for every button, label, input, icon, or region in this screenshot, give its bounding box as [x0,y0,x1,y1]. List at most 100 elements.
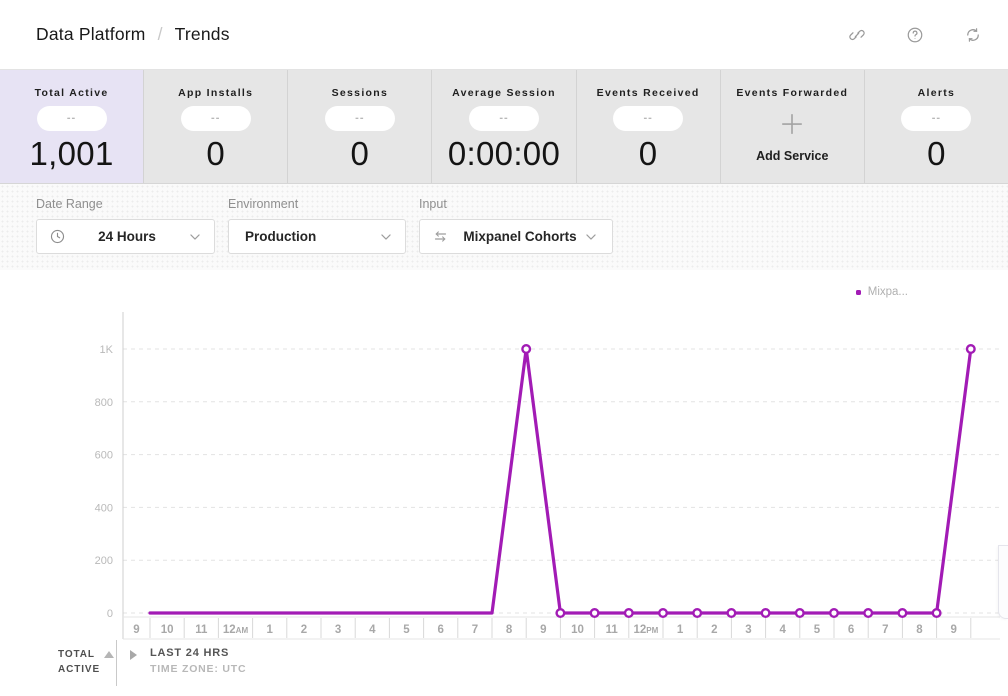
refresh-icon[interactable] [964,26,982,44]
metric-cards-row: Total Active -- 1,001 App Installs -- 0 … [0,69,1008,184]
svg-text:6: 6 [848,624,854,636]
clock-icon [49,228,66,245]
metric-delta-pill: -- [613,105,684,131]
topbar-actions [848,26,982,44]
link-icon[interactable] [848,26,866,44]
page-title: Trends [174,24,230,44]
svg-text:12PM: 12PM [634,624,659,636]
input-filter: Input Mixpanel Cohorts [419,197,613,270]
environment-filter: Environment Production [228,197,406,270]
chart-footer: TOTAL ACTIVE LAST 24 HRS TIME ZONE: UTC [0,640,1008,686]
metric-label: Events Received [596,87,700,99]
metric-card-average-session[interactable]: Average Session -- 0:00:00 [432,70,577,183]
metric-card-events-forwarded[interactable]: Events Forwarded Add Service [720,70,865,183]
plus-icon [779,111,805,137]
metric-value: 0:00:00 [447,135,561,172]
svg-text:400: 400 [95,502,113,514]
metric-card-events-received[interactable]: Events Received -- 0 [576,70,721,183]
range-label: LAST 24 HRS [150,647,230,659]
metric-value: 0 [927,135,946,172]
chevron-down-icon [584,230,598,244]
metric-value: 0 [350,135,370,172]
top-bar: Data Platform / Trends [0,0,1008,69]
metric-delta-pill: -- [901,105,972,131]
date-range-dropdown[interactable]: 24 Hours [36,219,215,254]
svg-text:0: 0 [107,608,113,620]
metric-label: Sessions [331,87,389,99]
timezone-label: TIME ZONE: UTC [150,663,247,675]
trend-chart-section: Mixpa... 0 200 400 600 800 1K 9 10 11 12AM 1 2 3 4 5 6 7… [0,270,1008,640]
metric-label: App Installs [178,87,254,99]
svg-text:5: 5 [814,624,821,636]
sort-ascending-icon[interactable] [103,651,114,658]
legend-item-mixpanel[interactable]: Mixpa... [855,286,908,298]
metric-label: Alerts [917,87,956,99]
metric-value: 0 [206,135,226,172]
svg-text:12AM: 12AM [223,624,249,636]
metric-delta-pill: -- [468,105,539,131]
environment-value: Production [245,229,317,244]
environment-label: Environment [228,197,299,211]
chevron-down-icon [188,230,202,244]
svg-text:7: 7 [472,624,478,636]
svg-text:1: 1 [266,624,273,636]
svg-text:11: 11 [195,624,208,636]
right-edge-panel-handle[interactable] [998,545,1008,619]
metric-label: Average Session [452,87,556,99]
breadcrumb: Data Platform / Trends [36,24,230,45]
add-service-button[interactable]: Add Service [756,149,829,163]
svg-text:9: 9 [950,624,956,636]
row-label-total: TOTAL [58,649,95,660]
svg-text:800: 800 [95,397,113,409]
svg-text:3: 3 [335,624,341,636]
legend-dot [855,289,861,295]
trend-chart-svg[interactable]: 0 200 400 600 800 1K 9 10 11 12AM 1 2 3 4 5 6 7 8 9 10 11 12P… [0,280,1008,640]
svg-text:6: 6 [437,624,443,636]
metric-delta-pill: -- [324,105,395,131]
metric-label: Events Forwarded [736,87,849,99]
chevron-down-icon [379,230,393,244]
metric-label: Total Active [34,87,109,99]
svg-text:4: 4 [779,624,786,636]
filter-bar: Date Range 24 Hours Environment Producti… [0,184,1008,270]
svg-text:2: 2 [301,624,307,636]
metric-card-alerts[interactable]: Alerts -- 0 [864,70,1008,183]
svg-text:5: 5 [403,624,410,636]
svg-text:1K: 1K [100,344,114,356]
svg-text:200: 200 [95,555,113,567]
date-range-filter: Date Range 24 Hours [36,197,215,270]
input-value: Mixpanel Cohorts [463,229,577,244]
metric-card-sessions[interactable]: Sessions -- 0 [288,70,433,183]
metric-value: 0 [638,135,658,172]
environment-dropdown[interactable]: Production [228,219,406,254]
expand-icon[interactable] [130,650,137,660]
input-label: Input [419,197,447,211]
svg-text:9: 9 [540,624,546,636]
metric-card-app-installs[interactable]: App Installs -- 0 [144,70,289,183]
date-range-label: Date Range [36,197,103,211]
svg-text:600: 600 [95,450,113,462]
sort-total-active[interactable]: TOTAL ACTIVE [0,640,117,686]
metric-value: 1,001 [29,135,114,172]
svg-text:1: 1 [677,624,684,636]
metric-card-total-active[interactable]: Total Active -- 1,001 [0,70,145,183]
row-label-active: ACTIVE [58,664,101,675]
metric-delta-pill: -- [180,105,251,131]
breadcrumb-parent[interactable]: Data Platform [36,24,146,44]
breadcrumb-separator: / [157,24,163,44]
svg-text:11: 11 [606,624,619,636]
legend-label: Mixpa... [867,286,908,298]
swap-icon [432,228,449,245]
svg-text:3: 3 [745,624,751,636]
svg-text:9: 9 [133,624,139,636]
svg-text:10: 10 [161,624,174,636]
range-info: LAST 24 HRS TIME ZONE: UTC [117,640,246,686]
metric-delta-pill: -- [36,105,107,131]
svg-text:7: 7 [882,624,888,636]
svg-text:10: 10 [571,624,584,636]
input-dropdown[interactable]: Mixpanel Cohorts [419,219,613,254]
svg-text:4: 4 [369,624,376,636]
date-range-value: 24 Hours [98,229,156,244]
help-icon[interactable] [906,26,924,44]
